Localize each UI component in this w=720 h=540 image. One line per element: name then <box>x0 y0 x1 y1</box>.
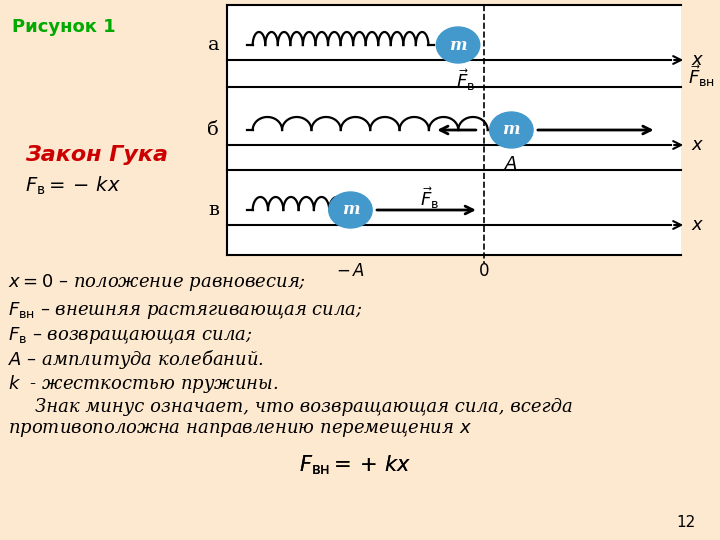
Text: Знак минус означает, что возвращающая сила, всегда: Знак минус означает, что возвращающая си… <box>35 398 572 416</box>
Text: $x = 0$ – положение равновесия;: $x = 0$ – положение равновесия; <box>8 272 306 293</box>
Text: $0$: $0$ <box>478 263 490 280</box>
Text: $x$: $x$ <box>691 51 704 69</box>
Text: $x$: $x$ <box>691 216 704 234</box>
Text: $x$: $x$ <box>691 136 704 154</box>
Text: $F_{\mathrm{вн}}$ – внешняя растягивающая сила;: $F_{\mathrm{вн}}$ – внешняя растягивающа… <box>8 300 363 321</box>
Text: $A$: $A$ <box>504 155 518 173</box>
Ellipse shape <box>329 192 372 228</box>
Text: в: в <box>208 201 219 219</box>
Ellipse shape <box>490 112 533 148</box>
Text: противоположна направлению перемещения $x$: противоположна направлению перемещения $… <box>8 421 472 439</box>
Bar <box>227 5 681 255</box>
Text: $F_{\mathrm{в}}$ – возвращающая сила;: $F_{\mathrm{в}}$ – возвращающая сила; <box>8 325 253 346</box>
Text: $k$  - жесткостью пружины.: $k$ - жесткостью пружины. <box>8 373 278 395</box>
Text: m: m <box>449 37 467 53</box>
Text: б: б <box>207 121 219 139</box>
Text: m: m <box>503 122 520 138</box>
Text: $-\,A$: $-\,A$ <box>336 263 365 280</box>
Text: 12: 12 <box>677 515 696 530</box>
Text: $\vec{F}_{\mathrm{в}}$: $\vec{F}_{\mathrm{в}}$ <box>456 67 475 93</box>
Text: $\vec{F}_{\mathrm{в}}$: $\vec{F}_{\mathrm{в}}$ <box>420 185 439 211</box>
Text: $A$ – амплитуда колебаний.: $A$ – амплитуда колебаний. <box>8 348 264 371</box>
Text: а: а <box>207 36 219 54</box>
Ellipse shape <box>436 27 480 63</box>
Text: $\vec{F}_{\mathrm{вн}}$: $\vec{F}_{\mathrm{вн}}$ <box>688 63 715 89</box>
Text: Закон Гука: Закон Гука <box>24 145 168 165</box>
Text: m: m <box>341 201 359 219</box>
Text: $F_{\mathrm{в}} = -\,kx$: $F_{\mathrm{в}} = -\,kx$ <box>24 175 120 197</box>
Text: Рисунок 1: Рисунок 1 <box>12 18 115 36</box>
Text: $F_{\mathrm{вн}} = +\,kx$: $F_{\mathrm{вн}} = +\,kx$ <box>300 453 411 477</box>
Text: $F_{\mathrm{вн}} = +\,kx$: $F_{\mathrm{вн}} = +\,kx$ <box>300 453 411 477</box>
